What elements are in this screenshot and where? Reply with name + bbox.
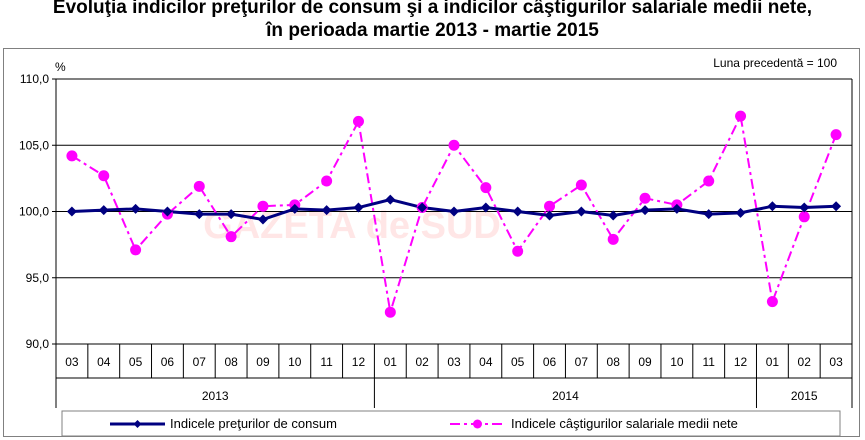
y-tick-label: 100,0 <box>19 205 49 219</box>
x-tick-label: 08 <box>607 355 621 369</box>
x-tick-label: 05 <box>511 355 525 369</box>
year-label: 2013 <box>202 389 229 403</box>
wages-data-point <box>225 231 237 243</box>
cpi-data-point <box>512 206 523 217</box>
y-tick-label: 105,0 <box>19 138 49 152</box>
wages-data-point <box>607 233 619 245</box>
cpi-data-point <box>480 202 491 213</box>
cpi-data-point <box>289 203 300 214</box>
wages-data-point <box>735 110 747 122</box>
x-tick-label: 07 <box>575 355 589 369</box>
legend-cpi-label: Indicele preţurilor de consum <box>170 416 337 431</box>
chart-title-line-2: în perioada martie 2013 - martie 2015 <box>266 20 599 41</box>
legend-wages-label: Indicele câştigurilor salariale medii ne… <box>511 416 738 431</box>
x-tick-label: 10 <box>288 355 302 369</box>
x-tick-label: 04 <box>97 355 111 369</box>
wages-data-point <box>321 175 333 187</box>
cpi-data-point <box>98 205 109 216</box>
wages-data-point <box>512 245 524 257</box>
x-tick-label: 02 <box>798 355 812 369</box>
cpi-data-point <box>544 210 555 221</box>
x-tick-label: 10 <box>670 355 684 369</box>
x-tick-label: 01 <box>384 355 398 369</box>
cpi-data-point <box>703 209 714 220</box>
year-label: 2014 <box>552 389 579 403</box>
wages-data-point <box>703 175 715 187</box>
base-note: Luna precedentă = 100 <box>713 56 837 70</box>
y-tick-label: 110,0 <box>20 72 49 86</box>
cpi-data-point <box>194 209 205 220</box>
cpi-data-point <box>608 210 619 221</box>
x-tick-label: 06 <box>161 355 175 369</box>
x-tick-label: 03 <box>447 355 461 369</box>
x-tick-label: 11 <box>320 355 333 369</box>
wages-data-point <box>352 115 364 127</box>
cpi-data-point <box>831 201 842 212</box>
y-tick-label: 95,0 <box>26 271 50 285</box>
wages-data-point <box>448 139 460 151</box>
x-tick-label: 06 <box>543 355 557 369</box>
legend-wages-marker <box>473 419 482 429</box>
cpi-data-point <box>321 205 332 216</box>
wages-data-point <box>798 211 810 223</box>
x-tick-label: 05 <box>129 355 143 369</box>
x-tick-label: 04 <box>479 355 493 369</box>
cpi-data-point <box>226 209 237 220</box>
cpi-data-point <box>767 201 778 212</box>
cpi-data-point <box>449 206 459 217</box>
cpi-data-point <box>417 202 428 213</box>
wages-data-point <box>193 180 205 192</box>
x-tick-label: 12 <box>352 355 366 369</box>
year-label: 2015 <box>791 389 818 403</box>
x-tick-label: 09 <box>256 355 270 369</box>
cpi-data-point <box>385 194 396 205</box>
wages-data-point <box>544 200 556 212</box>
cpi-data-point <box>640 205 651 216</box>
wages-data-point <box>384 306 396 318</box>
wages-data-point <box>66 150 78 162</box>
cpi-data-point <box>735 207 746 218</box>
x-tick-label: 12 <box>734 355 748 369</box>
wages-data-point <box>575 179 587 191</box>
wages-data-point <box>766 296 778 308</box>
y-axis-unit-label: % <box>55 60 66 74</box>
wages-data-point <box>830 129 842 141</box>
x-tick-label: 02 <box>415 355 429 369</box>
cpi-data-point <box>799 202 810 213</box>
cpi-data-point <box>353 202 364 213</box>
cpi-data-point <box>66 206 77 217</box>
x-tick-label: 11 <box>702 355 715 369</box>
cpi-data-point <box>162 206 173 217</box>
wages-data-point <box>130 244 142 256</box>
x-tick-label: 08 <box>224 355 238 369</box>
y-tick-label: 90,0 <box>26 337 50 351</box>
x-tick-label: 09 <box>638 355 652 369</box>
legend-cpi-marker <box>133 420 142 428</box>
chart-title-line-1: Evoluţia indicilor preţurilor de consum … <box>52 0 813 18</box>
cpi-data-point <box>576 206 587 217</box>
x-tick-label: 07 <box>193 355 207 369</box>
x-tick-label: 03 <box>829 355 843 369</box>
wages-data-point <box>98 170 110 182</box>
x-tick-label: 01 <box>766 355 780 369</box>
cpi-data-point <box>257 214 268 225</box>
wages-data-point <box>257 200 269 212</box>
wages-data-point <box>639 192 651 204</box>
wages-data-point <box>480 182 492 194</box>
cpi-data-point <box>671 203 682 214</box>
cpi-data-point <box>130 203 141 214</box>
x-tick-label: 03 <box>65 355 79 369</box>
